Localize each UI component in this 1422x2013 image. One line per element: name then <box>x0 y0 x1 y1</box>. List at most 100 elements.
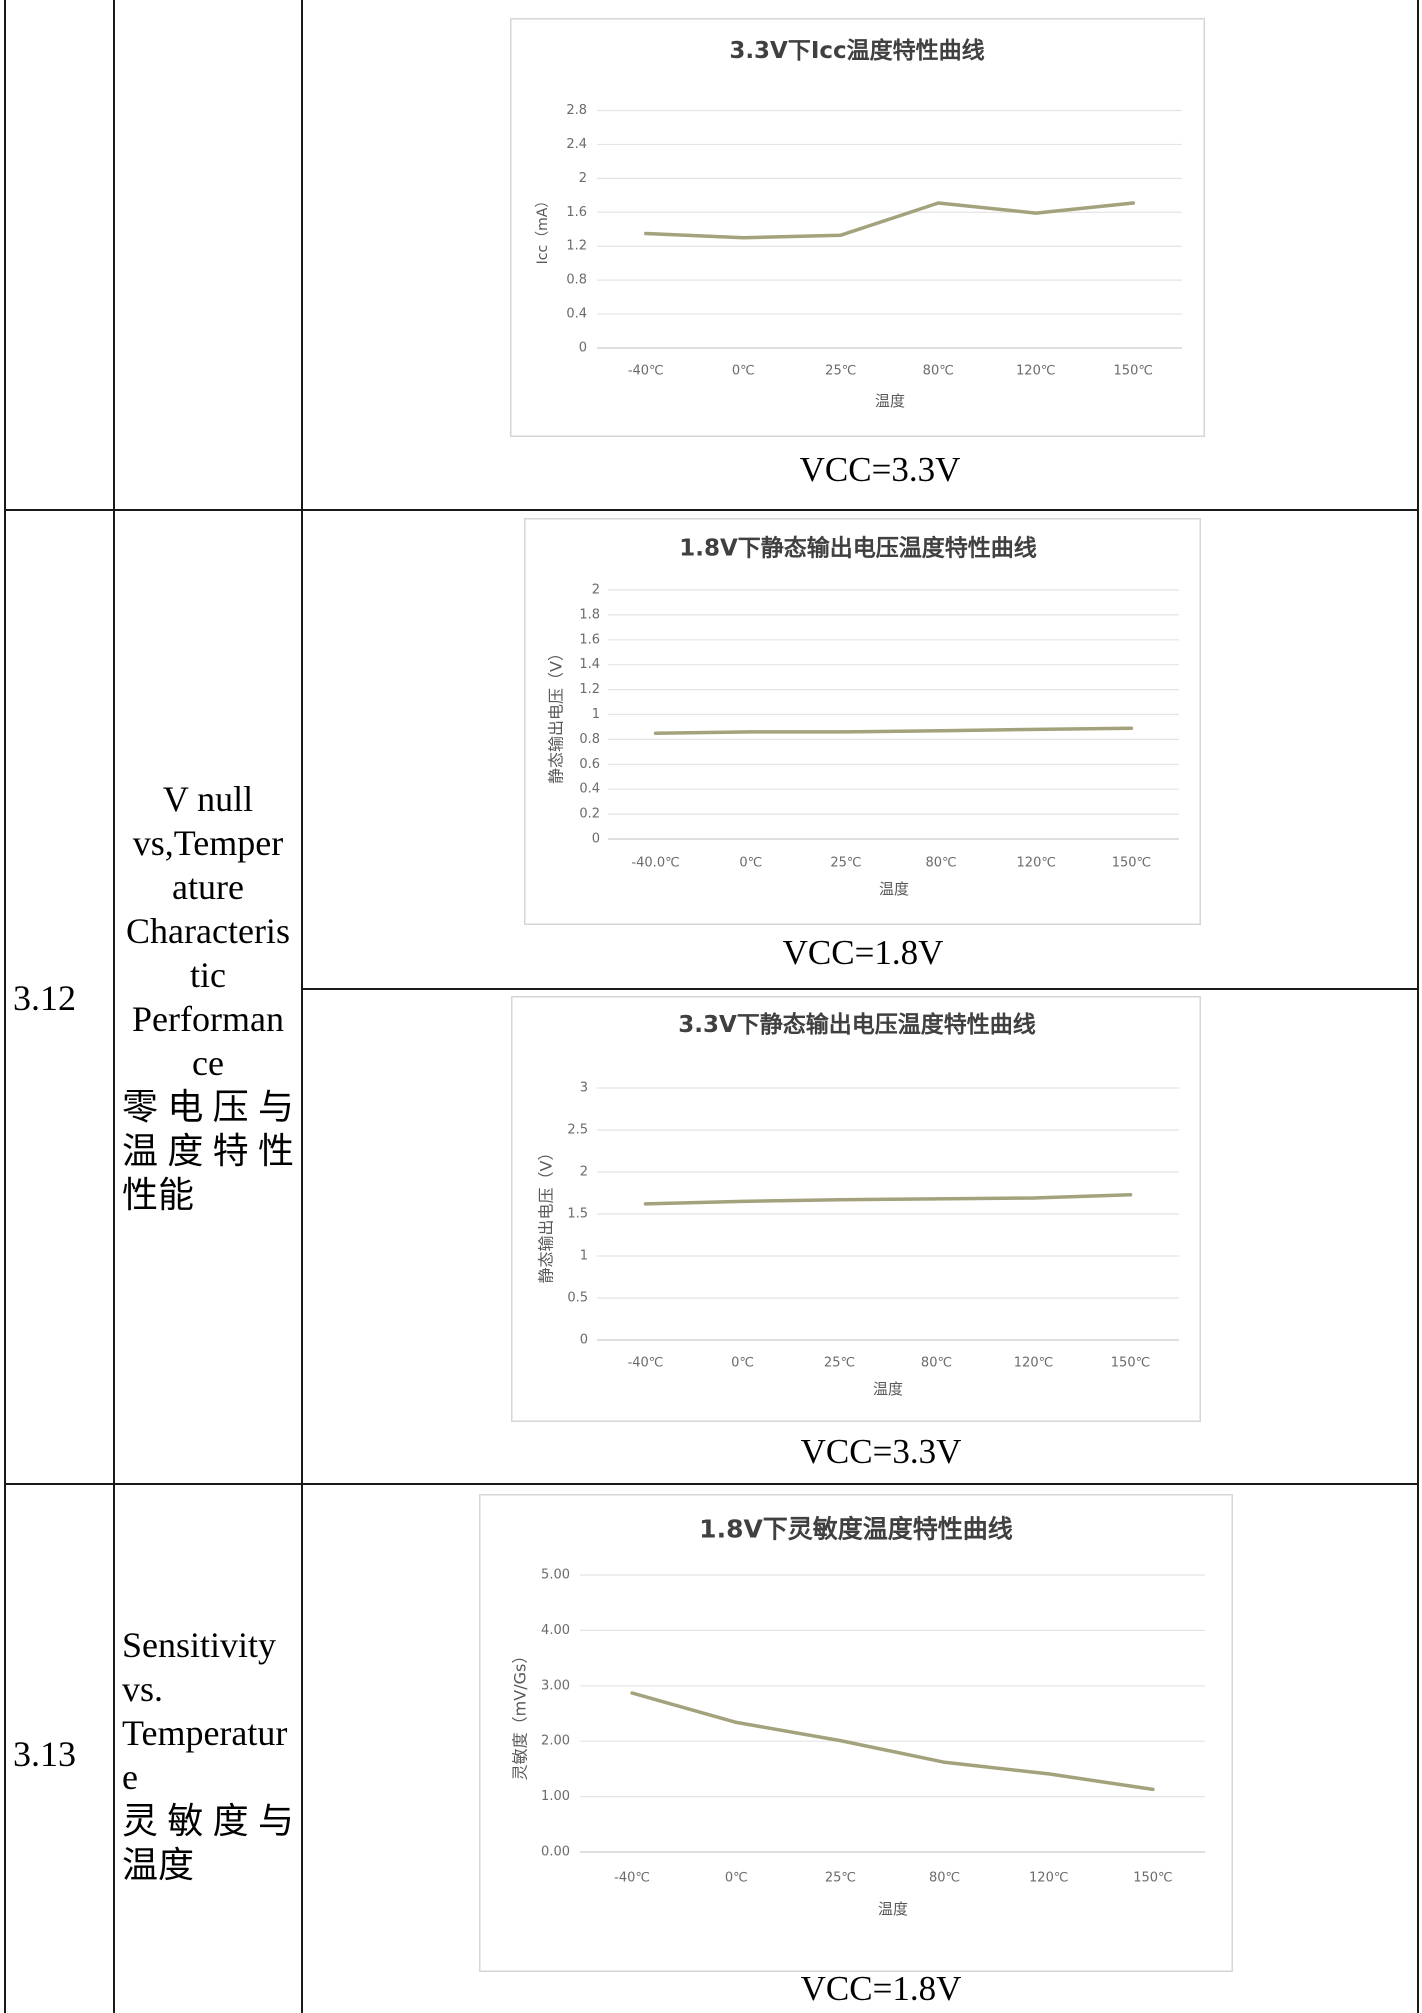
x-tick-label: 120℃ <box>1029 1871 1068 1886</box>
y-tick-label: 1.2 <box>566 239 587 254</box>
item-name-line: e <box>122 1757 138 1797</box>
y-tick-label: 1.5 <box>567 1207 588 1222</box>
subrow-divider-vnull <box>301 988 1419 990</box>
column-divider-name-content <box>301 0 303 2013</box>
data-point <box>939 729 943 733</box>
item-name-line: tic <box>190 955 226 995</box>
chart-title: 3.3V下Icc温度特性曲线 <box>729 37 984 64</box>
x-axis-title: 温度 <box>873 1380 903 1398</box>
gridlines <box>597 1087 1179 1341</box>
data-series <box>630 1691 1155 1792</box>
data-point <box>1034 727 1038 731</box>
data-point <box>934 1197 939 1201</box>
x-tick-label: 0℃ <box>732 364 755 379</box>
x-tick-label: 80℃ <box>923 364 954 379</box>
item-name-line: V null <box>162 779 254 819</box>
item-name-line: 灵敏度与 <box>122 1801 294 1841</box>
item-name-line: ature <box>172 867 244 907</box>
x-axis-title: 温度 <box>878 1900 908 1918</box>
data-point <box>654 731 658 735</box>
data-point <box>837 1198 842 1202</box>
data-series <box>653 726 1134 735</box>
x-tick-label: -40℃ <box>628 364 664 379</box>
data-point <box>741 236 745 240</box>
x-tick-label: 120℃ <box>1017 856 1056 871</box>
series-line <box>653 726 1134 735</box>
x-tick-label: 0℃ <box>739 856 762 871</box>
x-tick-label: 25℃ <box>825 1871 856 1886</box>
y-tick-label: 1 <box>592 707 600 722</box>
item-name: Sensitivity vs. Temperatur e 灵敏度与 温度 <box>122 1623 294 1887</box>
gridlines <box>608 589 1179 840</box>
x-tick-label: 150℃ <box>1111 1356 1150 1371</box>
item-name: V null vs,Temper ature Characteris tic P… <box>122 777 294 1217</box>
x-axis-title: 温度 <box>875 392 905 410</box>
y-tick-label: 0.5 <box>567 1291 588 1306</box>
item-name-line: Temperatur <box>122 1713 288 1753</box>
row-divider-icc-vnull <box>4 509 1419 511</box>
item-name-line: vs. <box>122 1669 164 1709</box>
data-point <box>1034 211 1038 215</box>
y-tick-label: 0.2 <box>579 807 600 822</box>
y-tick-label: 1.2 <box>579 682 600 697</box>
y-tick-label: 4.00 <box>541 1623 570 1638</box>
item-number: 3.13 <box>13 1734 76 1774</box>
item-name-line: Characteris <box>126 911 290 951</box>
y-tick-label: 3.00 <box>541 1678 570 1693</box>
item-name-line: 温度特性 <box>122 1131 294 1171</box>
item-name-line: vs,Temper <box>132 823 284 863</box>
data-point <box>644 231 648 236</box>
y-tick-label: 0.4 <box>566 307 587 322</box>
column-divider-number-name <box>113 0 115 2013</box>
sensitivity-temperature-chart-1v8: 1.8V下灵敏度温度特性曲线 灵敏度（mV/Gs） 温度 0.00 1.00 2.0… <box>479 1494 1233 1972</box>
x-tick-label: -40℃ <box>628 1356 664 1371</box>
x-tick-label: -40℃ <box>614 1871 650 1886</box>
x-tick-label: 120℃ <box>1016 364 1055 379</box>
y-tick-label: 2 <box>592 583 600 598</box>
x-tick-label: 25℃ <box>824 1356 855 1371</box>
data-point <box>1151 1787 1155 1791</box>
x-tick-labels: -40℃ 0℃ 25℃ 80℃ 120℃ 150℃ <box>614 1871 1172 1886</box>
vnull-temperature-chart-3v3: 3.3V下静态输出电压温度特性曲线 静态输出电压（V） 温度 0 0.5 1 1.5 2… <box>511 996 1201 1422</box>
data-point <box>839 233 843 237</box>
x-tick-labels: -40℃ 0℃ 25℃ 80℃ 120℃ 150℃ <box>628 1356 1151 1371</box>
y-tick-label: 2.5 <box>567 1123 588 1138</box>
data-point <box>943 1760 947 1764</box>
y-tick-labels: 0.00 1.00 2.00 3.00 4.00 5.00 <box>541 1568 570 1860</box>
y-tick-label: 1.6 <box>566 205 587 220</box>
data-point <box>643 1202 648 1206</box>
chart-frame <box>524 518 1201 925</box>
y-tick-labels: 0 0.4 0.8 1.2 1.6 2 2.4 2.8 <box>566 103 587 356</box>
gridlines <box>597 109 1182 349</box>
y-tick-label: 5.00 <box>541 1568 570 1583</box>
x-tick-label: 0℃ <box>731 1356 754 1371</box>
row-divider-vnull-sensitivity <box>4 1483 1419 1485</box>
icc-temperature-chart-3v3: 3.3V下Icc温度特性曲线 Icc（mA） 温度 0 0.4 0.8 1.2 1.6 2… <box>510 18 1205 437</box>
series-line <box>643 1192 1133 1206</box>
x-tick-label: -40.0℃ <box>631 856 679 871</box>
item-name-line: 性能 <box>122 1175 195 1215</box>
data-point <box>844 730 848 734</box>
y-tick-label: 0.00 <box>541 1845 570 1860</box>
y-tick-label: 0.4 <box>579 782 600 797</box>
data-point <box>1131 201 1135 205</box>
y-tick-label: 1 <box>580 1249 588 1264</box>
vcc-caption: VCC=1.8V <box>800 1969 962 2008</box>
chart-frame <box>511 996 1201 1422</box>
y-tick-label: 0 <box>579 341 587 356</box>
table-border-right <box>1417 0 1419 2013</box>
data-point <box>734 1720 738 1724</box>
y-axis-title: 静态输出电压（V） <box>547 645 566 784</box>
item-name-line: Performan <box>132 999 284 1039</box>
x-axis-title: 温度 <box>879 880 909 898</box>
data-point <box>936 201 940 205</box>
data-point <box>838 1739 842 1743</box>
vcc-caption: VCC=3.3V <box>799 450 961 489</box>
x-tick-label: 150℃ <box>1114 364 1153 379</box>
y-tick-label: 2.8 <box>566 103 587 118</box>
y-tick-label: 1.8 <box>579 607 600 622</box>
x-tick-label: 0℃ <box>725 1871 748 1886</box>
item-name-line: ce <box>192 1043 224 1083</box>
y-tick-labels: 0 0.5 1 1.5 2 2.5 3 <box>567 1081 588 1348</box>
y-tick-labels: 0 0.2 0.4 0.6 0.8 1 1.2 1.4 1.6 1.8 2 <box>579 583 600 847</box>
